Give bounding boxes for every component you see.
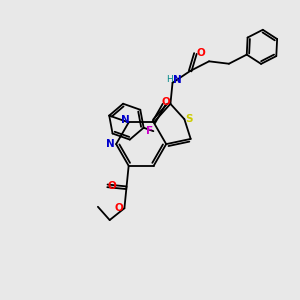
Text: H: H — [166, 75, 172, 84]
Text: S: S — [185, 114, 193, 124]
Text: O: O — [107, 181, 116, 191]
Text: N: N — [121, 115, 130, 125]
Text: O: O — [196, 49, 205, 58]
Text: O: O — [162, 97, 171, 107]
Text: N: N — [106, 139, 115, 149]
Text: N: N — [173, 75, 182, 85]
Text: F: F — [146, 126, 153, 136]
Text: O: O — [114, 203, 123, 213]
